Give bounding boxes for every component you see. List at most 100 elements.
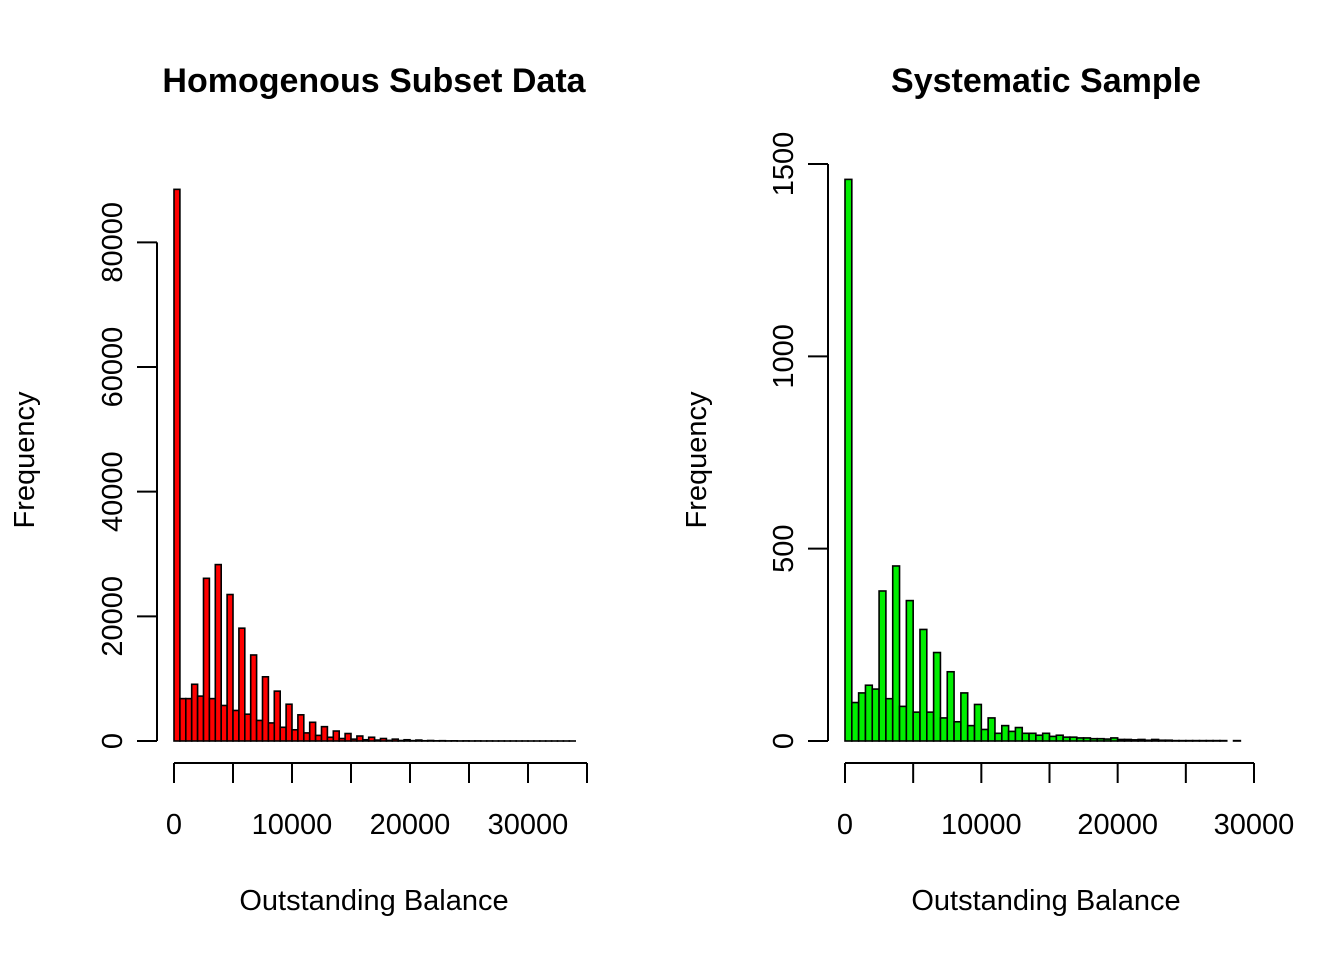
y-tick-label: 20000 <box>97 576 129 657</box>
histogram-bar <box>994 732 1003 742</box>
histogram-bar <box>1035 734 1044 742</box>
histogram-bar <box>190 683 199 742</box>
histogram-bar <box>356 735 364 742</box>
histogram-bar <box>302 732 311 742</box>
histogram-panel-systematic-sample: Systematic Sample Outstanding Balance Fr… <box>681 62 1294 917</box>
histogram-bar <box>898 705 908 742</box>
histogram-bar <box>1164 739 1173 742</box>
y-axis-label: Frequency <box>9 391 41 529</box>
x-tick-label: 20000 <box>1077 809 1158 841</box>
histogram-bar <box>1137 738 1146 742</box>
histogram-bar <box>403 738 411 742</box>
x-axis-label: Outstanding Balance <box>239 885 508 917</box>
bars <box>844 178 1242 742</box>
y-tick-label: 0 <box>768 733 800 749</box>
histogram-bar <box>232 709 240 742</box>
histogram-bar <box>960 692 969 742</box>
x-tick-label: 30000 <box>1214 809 1295 841</box>
histogram-bar <box>238 627 246 742</box>
histogram-bar <box>385 739 394 742</box>
histogram-bar <box>391 738 399 742</box>
x-tick-label: 10000 <box>252 809 333 841</box>
histogram-bar <box>367 736 376 742</box>
histogram-bar <box>973 703 983 742</box>
y-axis: 0 500 1000 1500 <box>768 132 829 749</box>
histogram-bar <box>185 697 193 742</box>
histogram-bar <box>885 697 894 742</box>
histogram-bar <box>1028 732 1037 742</box>
histogram-bar <box>255 719 264 742</box>
histogram-bar <box>1014 726 1024 742</box>
histogram-bar <box>338 737 346 742</box>
histogram-bar <box>905 599 914 742</box>
histogram-bar <box>878 590 887 742</box>
y-tick-label: 0 <box>97 733 129 749</box>
histogram-bar <box>939 717 949 742</box>
histogram-bar <box>1021 732 1030 742</box>
histogram-bar <box>1089 737 1099 742</box>
histogram-bar <box>966 724 976 742</box>
histogram-bar <box>285 703 293 742</box>
histogram-bar <box>1000 724 1010 742</box>
histogram-bar <box>244 713 252 742</box>
histogram-bar <box>1096 737 1105 742</box>
histogram-bar <box>946 670 955 742</box>
histogram-bar <box>1103 738 1112 742</box>
histogram-bar <box>1123 738 1133 742</box>
histogram-bar <box>179 697 187 742</box>
y-tick-label: 500 <box>768 524 800 572</box>
y-tick-label: 60000 <box>97 327 129 408</box>
histogram-bar <box>350 738 358 742</box>
histogram-bar <box>332 730 340 742</box>
histogram-bar <box>320 725 329 742</box>
histogram-bar <box>1041 732 1051 742</box>
histogram-bar <box>851 701 860 742</box>
histogram-bar <box>953 720 962 742</box>
histogram-bar <box>214 563 223 742</box>
histogram-bar <box>1075 737 1085 742</box>
y-axis-label: Frequency <box>681 391 713 529</box>
histogram-bar <box>891 565 901 742</box>
histogram-bar <box>220 704 228 742</box>
x-axis: 0 10000 20000 30000 <box>837 762 1295 841</box>
histogram-bar <box>864 684 874 742</box>
x-tick-label: 10000 <box>941 809 1022 841</box>
histogram-bar <box>987 717 996 742</box>
histogram-bar <box>857 692 867 742</box>
x-axis-label: Outstanding Balance <box>911 885 1180 917</box>
histogram-bar <box>980 728 989 742</box>
histogram-bar <box>912 711 921 742</box>
histogram-bar <box>267 722 276 742</box>
histogram-bar <box>1130 739 1139 742</box>
histogram-bar <box>249 654 258 742</box>
x-axis: 0 10000 20000 30000 <box>166 762 588 841</box>
histogram-bar <box>1082 737 1092 742</box>
bars <box>173 188 576 742</box>
histogram-bar <box>208 697 217 742</box>
histogram-bar <box>326 736 335 742</box>
x-tick-label: 20000 <box>370 809 451 841</box>
histogram-bar <box>273 690 281 742</box>
histogram-bar <box>871 688 880 742</box>
histogram-bar <box>344 732 352 742</box>
histogram-bar <box>308 721 317 742</box>
histogram-bar <box>1007 730 1017 742</box>
histogram-bar <box>297 714 305 742</box>
chart-title: Systematic Sample <box>891 62 1201 100</box>
histogram-bar <box>361 738 370 742</box>
histogram-bar <box>919 628 928 742</box>
histogram-bar <box>279 726 287 742</box>
histogram-bar <box>226 593 234 742</box>
histogram-bar <box>925 711 935 742</box>
x-tick-label: 30000 <box>488 809 569 841</box>
histogram-panel-homogenous-subset: Homogenous Subset Data Outstanding Balan… <box>9 62 588 917</box>
histogram-bar <box>314 734 323 742</box>
histogram-bar <box>202 577 211 742</box>
histogram-bar <box>1110 737 1119 742</box>
histogram-bar <box>1157 739 1167 742</box>
histogram-bar <box>1048 735 1058 742</box>
y-axis: 0 20000 40000 60000 80000 <box>97 202 158 749</box>
histogram-bar <box>1055 734 1064 742</box>
histogram-bar <box>373 739 382 742</box>
